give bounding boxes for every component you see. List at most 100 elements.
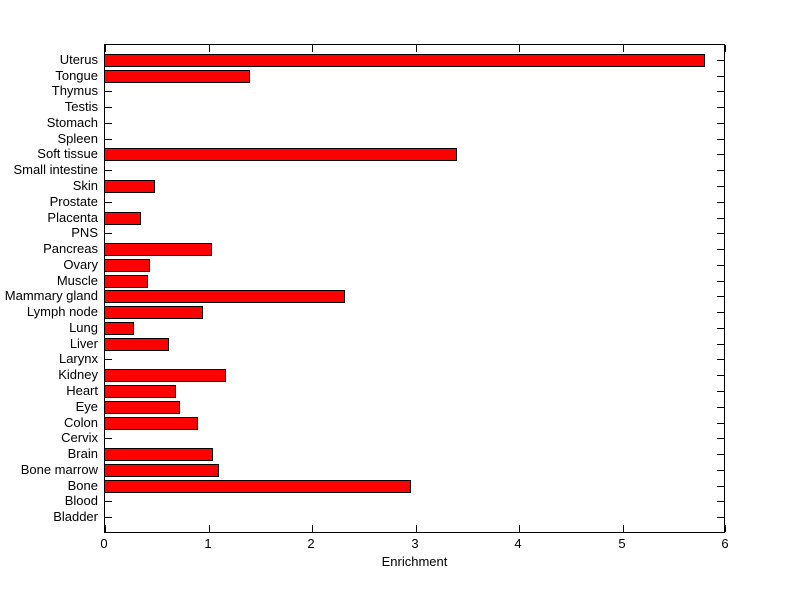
bar-brain	[104, 448, 213, 461]
y-tick-label-bone-marrow: Bone marrow	[20, 462, 98, 477]
x-tick-bottom	[312, 525, 313, 532]
x-tick-bottom	[209, 525, 210, 532]
bar-eye	[104, 401, 180, 414]
y-tick-right	[717, 170, 724, 171]
y-tick-right	[717, 328, 724, 329]
y-tick-label-cervix: Cervix	[61, 430, 98, 445]
y-tick-label-eye: Eye	[75, 399, 98, 414]
y-tick-left	[105, 170, 112, 171]
y-tick-label-skin: Skin	[72, 178, 98, 193]
y-tick-right	[717, 233, 724, 234]
y-tick-label-brain: Brain	[67, 446, 98, 461]
x-tick-label-2: 2	[307, 536, 315, 551]
y-tick-right	[717, 91, 724, 92]
y-tick-right	[717, 186, 724, 187]
y-tick-label-testis: Testis	[64, 99, 98, 114]
x-tick-top	[312, 45, 313, 52]
y-tick-right	[717, 265, 724, 266]
y-tick-left	[105, 202, 112, 203]
bar-lung	[104, 322, 134, 335]
y-tick-label-stomach: Stomach	[46, 115, 98, 130]
plot-area	[104, 44, 726, 533]
x-tick-label-5: 5	[618, 536, 626, 551]
y-tick-label-heart: Heart	[66, 383, 98, 398]
x-tick-label-6: 6	[721, 536, 729, 551]
bar-soft-tissue	[104, 148, 457, 161]
y-tick-label-prostate: Prostate	[49, 194, 98, 209]
y-tick-right	[717, 375, 724, 376]
bar-ovary	[104, 259, 150, 272]
bar-heart	[104, 385, 176, 398]
bar-lymph-node	[104, 306, 203, 319]
y-tick-label-bone: Bone	[67, 478, 98, 493]
y-tick-right	[717, 281, 724, 282]
y-tick-left	[105, 107, 112, 108]
x-tick-top	[623, 45, 624, 52]
y-tick-label-placenta: Placenta	[47, 210, 98, 225]
y-tick-right	[717, 517, 724, 518]
x-tick-top	[209, 45, 210, 52]
bar-pancreas	[104, 243, 212, 256]
bar-kidney	[104, 369, 226, 382]
y-tick-right	[717, 359, 724, 360]
y-tick-right	[717, 218, 724, 219]
x-tick-top	[105, 45, 106, 52]
x-tick-top	[519, 45, 520, 52]
bar-bone-marrow	[104, 464, 219, 477]
y-tick-right	[717, 501, 724, 502]
y-tick-right	[717, 312, 724, 313]
y-tick-right	[717, 470, 724, 471]
bar-skin	[104, 180, 155, 193]
y-tick-right	[717, 296, 724, 297]
y-tick-right	[717, 139, 724, 140]
bar-uterus	[104, 54, 705, 67]
y-tick-right	[717, 202, 724, 203]
bar-tongue	[104, 70, 250, 83]
y-tick-label-liver: Liver	[69, 336, 98, 351]
y-tick-label-larynx: Larynx	[58, 351, 98, 366]
y-tick-right	[717, 76, 724, 77]
x-tick-label-0: 0	[100, 536, 108, 551]
y-tick-label-lymph-node: Lymph node	[26, 304, 98, 319]
y-tick-label-kidney: Kidney	[58, 367, 98, 382]
x-tick-label-4: 4	[514, 536, 522, 551]
y-tick-label-small-intestine: Small intestine	[13, 162, 98, 177]
x-tick-bottom	[623, 525, 624, 532]
x-tick-label-3: 3	[411, 536, 419, 551]
y-tick-right	[717, 391, 724, 392]
y-tick-right	[717, 344, 724, 345]
y-tick-right	[717, 249, 724, 250]
bar-muscle	[104, 275, 148, 288]
y-tick-left	[105, 359, 112, 360]
y-tick-left	[105, 123, 112, 124]
bar-mammary-gland	[104, 290, 345, 303]
bar-colon	[104, 417, 198, 430]
bar-liver	[104, 338, 169, 351]
x-tick-label-1: 1	[204, 536, 212, 551]
y-tick-label-soft-tissue: Soft tissue	[37, 146, 98, 161]
bar-bone	[104, 480, 411, 493]
y-tick-right	[717, 154, 724, 155]
y-tick-left	[105, 233, 112, 234]
y-tick-label-blood: Blood	[64, 493, 98, 508]
y-tick-label-tongue: Tongue	[55, 68, 98, 83]
y-tick-label-thymus: Thymus	[51, 83, 98, 98]
x-tick-bottom	[519, 525, 520, 532]
y-tick-left	[105, 139, 112, 140]
y-tick-left	[105, 91, 112, 92]
y-tick-right	[717, 438, 724, 439]
y-tick-left	[105, 517, 112, 518]
y-tick-label-ovary: Ovary	[63, 257, 98, 272]
y-tick-right	[717, 454, 724, 455]
y-tick-right	[717, 123, 724, 124]
x-tick-top	[416, 45, 417, 52]
x-tick-bottom	[725, 525, 726, 532]
y-tick-label-pancreas: Pancreas	[43, 241, 98, 256]
y-tick-label-bladder: Bladder	[53, 509, 98, 524]
y-tick-label-mammary-gland: Mammary gland	[4, 288, 98, 303]
y-tick-label-colon: Colon	[64, 415, 98, 430]
y-tick-label-uterus: Uterus	[59, 52, 98, 67]
y-tick-label-muscle: Muscle	[56, 273, 98, 288]
bar-placenta	[104, 212, 141, 225]
